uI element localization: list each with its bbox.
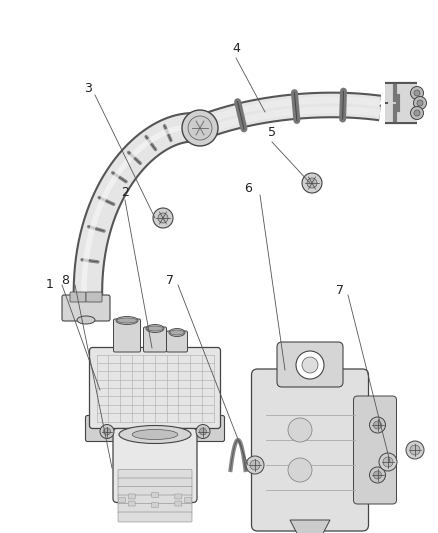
FancyBboxPatch shape: [144, 327, 166, 352]
Ellipse shape: [116, 317, 138, 325]
FancyBboxPatch shape: [70, 292, 86, 302]
Ellipse shape: [117, 318, 137, 323]
Circle shape: [288, 418, 312, 442]
FancyBboxPatch shape: [118, 470, 192, 480]
Text: 7: 7: [336, 284, 344, 296]
FancyBboxPatch shape: [118, 478, 192, 488]
Text: 3: 3: [84, 82, 92, 94]
FancyBboxPatch shape: [175, 501, 182, 506]
Circle shape: [302, 357, 318, 373]
FancyBboxPatch shape: [119, 497, 126, 503]
FancyBboxPatch shape: [86, 292, 102, 302]
FancyBboxPatch shape: [128, 501, 135, 506]
FancyBboxPatch shape: [128, 494, 135, 499]
Text: 2: 2: [121, 185, 129, 198]
FancyBboxPatch shape: [184, 497, 191, 503]
Ellipse shape: [147, 326, 163, 331]
Circle shape: [199, 428, 206, 435]
FancyBboxPatch shape: [152, 492, 159, 497]
Circle shape: [307, 178, 317, 188]
Circle shape: [374, 421, 381, 429]
Circle shape: [370, 467, 385, 483]
Circle shape: [153, 208, 173, 228]
Circle shape: [383, 457, 393, 467]
Ellipse shape: [169, 328, 185, 336]
Ellipse shape: [77, 316, 95, 324]
Polygon shape: [290, 520, 330, 533]
Ellipse shape: [119, 425, 191, 443]
FancyBboxPatch shape: [118, 487, 192, 497]
FancyBboxPatch shape: [85, 416, 225, 441]
Text: 8: 8: [61, 273, 69, 287]
Circle shape: [296, 351, 324, 379]
Circle shape: [414, 110, 420, 116]
FancyBboxPatch shape: [113, 319, 141, 352]
Circle shape: [103, 428, 110, 435]
FancyBboxPatch shape: [89, 348, 220, 429]
FancyBboxPatch shape: [62, 295, 110, 321]
FancyBboxPatch shape: [118, 495, 192, 505]
Circle shape: [250, 460, 260, 470]
Circle shape: [182, 110, 218, 146]
Circle shape: [196, 424, 210, 439]
Circle shape: [414, 90, 420, 96]
Text: 7: 7: [166, 273, 174, 287]
Circle shape: [417, 100, 423, 106]
FancyBboxPatch shape: [353, 396, 396, 504]
FancyBboxPatch shape: [277, 342, 343, 387]
Text: 5: 5: [268, 125, 276, 139]
Circle shape: [188, 116, 212, 140]
FancyBboxPatch shape: [175, 494, 182, 499]
Text: 4: 4: [232, 42, 240, 54]
Circle shape: [246, 456, 264, 474]
Text: 6: 6: [244, 182, 252, 195]
Circle shape: [379, 453, 397, 471]
FancyBboxPatch shape: [251, 369, 368, 531]
FancyBboxPatch shape: [152, 503, 159, 507]
Circle shape: [410, 445, 420, 455]
FancyBboxPatch shape: [118, 504, 192, 513]
FancyBboxPatch shape: [113, 429, 197, 503]
Circle shape: [413, 96, 427, 109]
Circle shape: [374, 471, 381, 479]
Circle shape: [410, 86, 424, 100]
Circle shape: [410, 107, 424, 119]
Circle shape: [158, 213, 168, 223]
Circle shape: [288, 458, 312, 482]
Ellipse shape: [146, 325, 164, 333]
Text: 1: 1: [46, 279, 54, 292]
FancyBboxPatch shape: [118, 512, 192, 522]
Circle shape: [302, 173, 322, 193]
Circle shape: [406, 441, 424, 459]
Circle shape: [100, 424, 114, 439]
Circle shape: [370, 417, 385, 433]
Ellipse shape: [132, 430, 178, 440]
Ellipse shape: [170, 330, 184, 335]
FancyBboxPatch shape: [166, 331, 187, 352]
